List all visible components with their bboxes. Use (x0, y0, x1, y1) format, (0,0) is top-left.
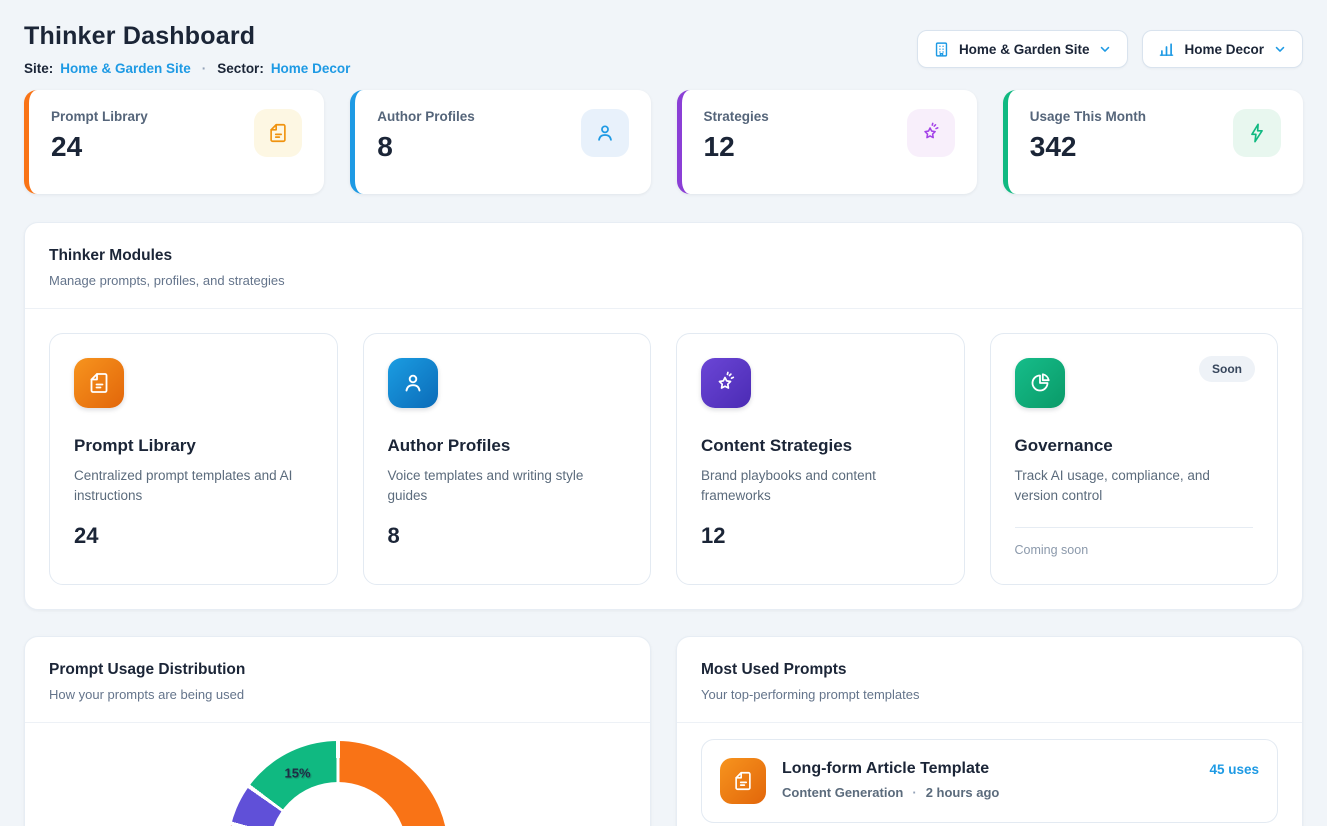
donut-segment-label: 15% (285, 765, 311, 780)
user-icon (581, 109, 629, 157)
usage-card-title: Prompt Usage Distribution (49, 661, 626, 679)
stat-card-prompt-library: Prompt Library 24 (24, 90, 324, 194)
sector-label: Sector: (217, 61, 264, 76)
chevron-down-icon (1273, 42, 1287, 56)
sector-selector-label: Home Decor (1184, 42, 1264, 57)
module-stat: 12 (701, 523, 940, 549)
user-icon (388, 358, 438, 408)
module-title: Author Profiles (388, 436, 627, 456)
usage-card-header: Prompt Usage Distribution How your promp… (25, 637, 650, 723)
module-stat: 8 (388, 523, 627, 549)
thinker-dashboard-page: Thinker Dashboard Site: Home & Garden Si… (0, 0, 1327, 826)
breadcrumb: Site: Home & Garden Site · Sector: Home … (24, 61, 350, 76)
prompt-usage-distribution-card: Prompt Usage Distribution How your promp… (24, 636, 651, 826)
soon-badge: Soon (1199, 356, 1255, 382)
usage-card-subtitle: How your prompts are being used (49, 687, 626, 702)
prompts-card-subtitle: Your top-performing prompt templates (701, 687, 1278, 702)
coming-soon-text: Coming soon (1015, 543, 1254, 557)
page-header: Thinker Dashboard Site: Home & Garden Si… (24, 22, 1303, 76)
module-title: Prompt Library (74, 436, 313, 456)
document-icon (720, 758, 766, 804)
module-card-content-strategies[interactable]: Content Strategies Brand playbooks and c… (676, 333, 965, 585)
site-label: Site: (24, 61, 53, 76)
module-description: Voice templates and writing style guides (388, 466, 627, 507)
chevron-down-icon (1098, 42, 1112, 56)
stat-card-usage: Usage This Month 342 (1003, 90, 1303, 194)
building-icon (933, 41, 950, 58)
module-card-governance[interactable]: Soon Governance Track AI usage, complian… (990, 333, 1279, 585)
sparkle-star-icon (701, 358, 751, 408)
module-description: Centralized prompt templates and AI inst… (74, 466, 313, 507)
lightning-icon (1233, 109, 1281, 157)
document-icon (74, 358, 124, 408)
module-card-author-profiles[interactable]: Author Profiles Voice templates and writ… (363, 333, 652, 585)
sparkle-star-icon (907, 109, 955, 157)
meta-separator: · (198, 61, 211, 76)
chart-area: 15% (25, 723, 650, 826)
site-selector-dropdown[interactable]: Home & Garden Site (917, 30, 1129, 68)
header-actions: Home & Garden Site Home Decor (917, 30, 1303, 68)
modules-subtitle: Manage prompts, profiles, and strategies (49, 273, 1278, 288)
module-stat: 24 (74, 523, 313, 549)
prompt-item-time: 2 hours ago (926, 785, 1000, 800)
prompts-card-title: Most Used Prompts (701, 661, 1278, 679)
prompt-item-category: Content Generation (782, 785, 903, 800)
prompts-list: Long-form Article Template Content Gener… (677, 723, 1302, 826)
modules-grid: Prompt Library Centralized prompt templa… (25, 309, 1302, 609)
donut-chart: 15% (228, 741, 448, 826)
bottom-row: Prompt Usage Distribution How your promp… (24, 636, 1303, 826)
thinker-modules-panel: Thinker Modules Manage prompts, profiles… (24, 222, 1303, 610)
pie-chart-icon (1015, 358, 1065, 408)
prompt-item-title: Long-form Article Template (782, 760, 1193, 778)
prompt-item-meta: Content Generation · 2 hours ago (782, 785, 1193, 800)
site-selector-label: Home & Garden Site (959, 42, 1090, 57)
prompts-card-header: Most Used Prompts Your top-performing pr… (677, 637, 1302, 723)
stat-card-strategies: Strategies 12 (677, 90, 977, 194)
prompt-list-item[interactable]: Long-form Article Template Content Gener… (701, 739, 1278, 823)
meta-separator: · (912, 785, 916, 800)
divider (1015, 527, 1254, 528)
most-used-prompts-card: Most Used Prompts Your top-performing pr… (676, 636, 1303, 826)
stat-card-author-profiles: Author Profiles 8 (350, 90, 650, 194)
module-card-prompt-library[interactable]: Prompt Library Centralized prompt templa… (49, 333, 338, 585)
sector-link[interactable]: Home Decor (271, 61, 351, 76)
modules-header: Thinker Modules Manage prompts, profiles… (25, 223, 1302, 309)
stats-row: Prompt Library 24 Author Profiles 8 Stra… (24, 90, 1303, 194)
page-title: Thinker Dashboard (24, 22, 350, 51)
document-icon (254, 109, 302, 157)
module-description: Track AI usage, compliance, and version … (1015, 466, 1254, 507)
module-title: Governance (1015, 436, 1254, 456)
header-left: Thinker Dashboard Site: Home & Garden Si… (24, 22, 350, 76)
bar-chart-icon (1158, 41, 1175, 58)
site-link[interactable]: Home & Garden Site (60, 61, 191, 76)
prompt-item-body: Long-form Article Template Content Gener… (782, 758, 1193, 800)
module-title: Content Strategies (701, 436, 940, 456)
module-description: Brand playbooks and content frameworks (701, 466, 940, 507)
prompt-item-uses-badge: 45 uses (1209, 762, 1259, 777)
sector-selector-dropdown[interactable]: Home Decor (1142, 30, 1303, 68)
modules-title: Thinker Modules (49, 247, 1278, 265)
